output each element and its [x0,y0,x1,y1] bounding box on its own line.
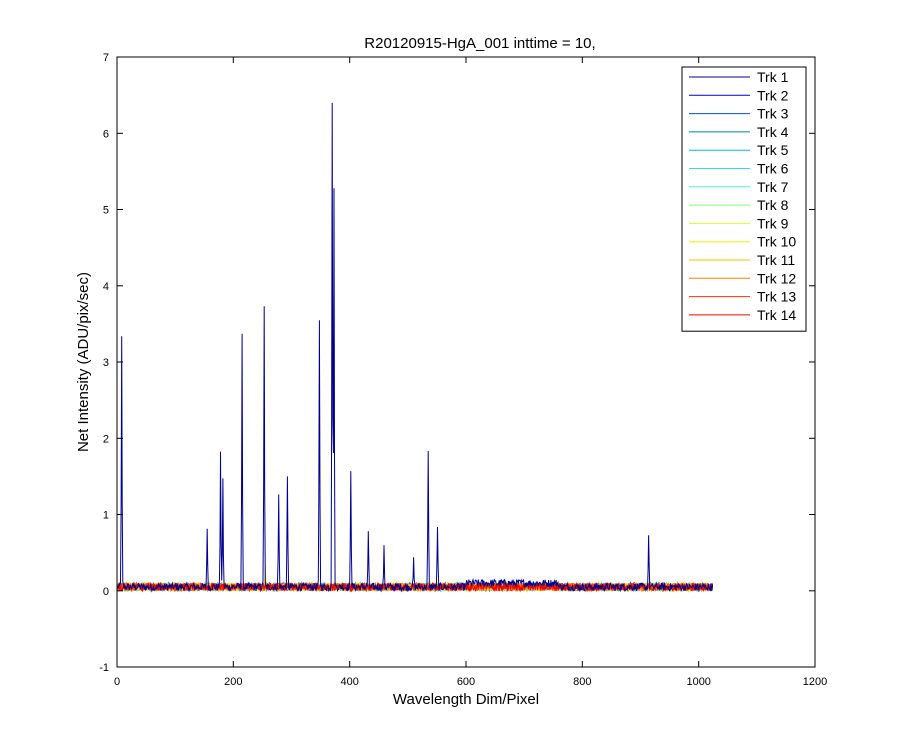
plot-lines [117,102,714,593]
x-tick-label: 600 [457,676,475,688]
x-tick-label: 1000 [686,676,710,688]
legend-entry-label: Trk 9 [757,215,789,231]
legend-entry-label: Trk 14 [757,307,796,323]
y-tick-label: 7 [103,52,109,64]
legend-entry-label: Trk 5 [757,142,789,158]
legend-entry-label: Trk 11 [757,252,795,268]
y-tick-label: 5 [103,205,109,217]
y-tick-label: 3 [103,357,109,369]
x-axis-label: Wavelength Dim/Pixel [393,691,539,708]
legend-box [681,66,807,332]
legend-entry-label: Trk 2 [757,87,789,103]
y-tick-label: 0 [103,586,109,598]
legend-entry-label: Trk 8 [757,197,789,213]
y-axis-label: Net Intensity (ADU/pix/sec) [75,272,92,452]
chart-title: R20120915-HgA_001 inttime = 10, [364,35,595,52]
y-tick-label: -1 [99,662,109,674]
y-tick-label: 1 [103,510,109,522]
legend-entry-label: Trk 6 [757,161,789,177]
legend-entry-label: Trk 4 [757,124,789,140]
x-tick-label: 800 [573,676,591,688]
legend-entry-label: Trk 1 [757,69,789,85]
series-line-1 [117,102,714,593]
y-tick-label: 6 [103,128,109,140]
legend: Trk 1 Trk 2 Trk 3 Trk 4 Trk 5 Trk 6 Trk 7 Trk 8… [681,66,807,332]
x-tick-label: 400 [341,676,359,688]
y-tick-label: 4 [103,281,109,293]
y-tick-label: 2 [103,433,109,445]
legend-entry-label: Trk 10 [757,234,796,250]
legend-entry-label: Trk 13 [757,289,796,305]
legend-entry-label: Trk 7 [757,179,789,195]
legend-entry-label: Trk 3 [757,106,789,122]
axis-ticks: 0 200 400 600 800 1000 1200 -1 0 1 2 3 4 5 6 7 [99,52,827,688]
x-tick-label: 1200 [803,676,827,688]
x-tick-label: 0 [114,676,120,688]
x-tick-label: 200 [224,676,242,688]
legend-entry-label: Trk 12 [757,270,796,286]
